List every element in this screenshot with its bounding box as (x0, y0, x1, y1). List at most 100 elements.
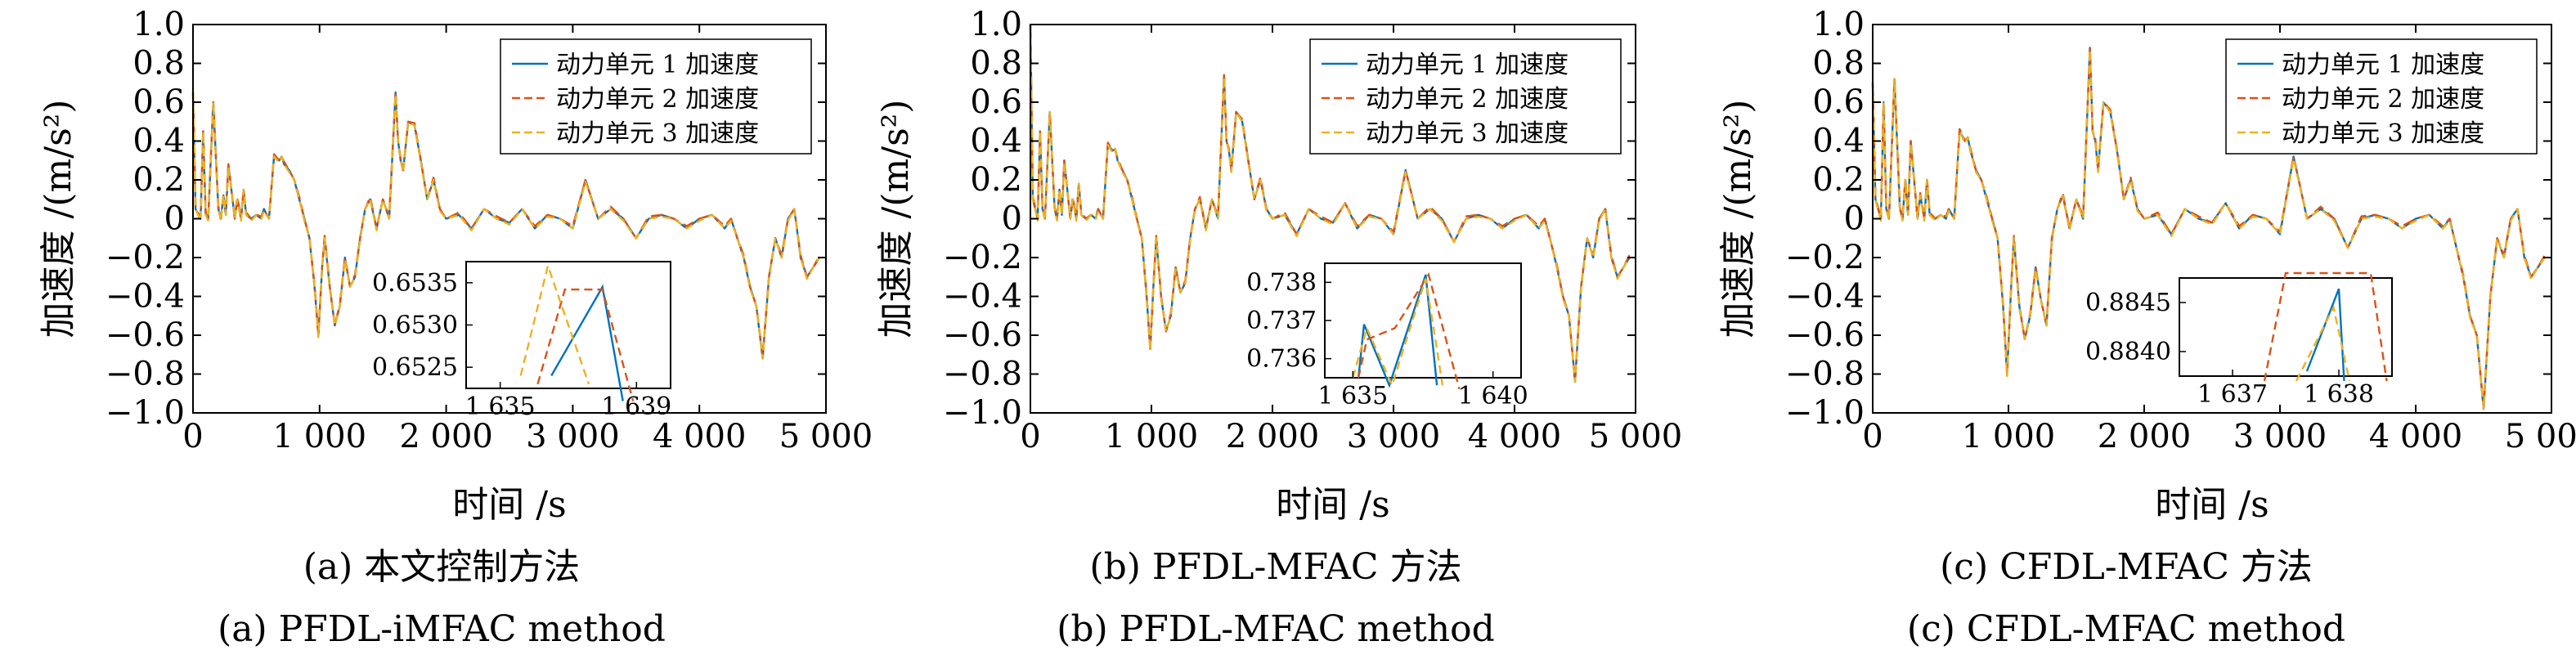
y-tick-label: −0.2 (105, 239, 185, 276)
y-tick-label: −1.0 (943, 394, 1022, 432)
inset-y-tick-label: 0.6530 (372, 312, 458, 340)
caption-chinese: (a) 本文控制方法 (303, 546, 581, 588)
series-line-unit-3 (1029, 24, 1631, 383)
caption-english: (b) PFDL-MFAC method (1057, 608, 1495, 650)
inset-zoom: 1 635 1 639 0.6535 0.6530 0.6525 (372, 261, 671, 421)
legend-box (500, 38, 812, 155)
y-tick-label: 0.4 (970, 123, 1022, 160)
inset-line-unit-3 (2295, 304, 2351, 382)
inset-line-unit-1 (550, 284, 624, 401)
y-tick-label: 0.4 (132, 123, 185, 160)
x-tick-label: 5 000 (1589, 418, 1683, 455)
legend-label-unit-3: 动力单元 3 加速度 (1366, 119, 1568, 148)
y-tick-label: 0.8 (970, 45, 1022, 83)
inset-frame (2179, 277, 2393, 377)
y-axis-label: 加速度 /(m/s²) (38, 100, 79, 338)
caption-english: (a) PFDL-iMFAC method (218, 608, 666, 650)
y-tick-label: −0.8 (943, 356, 1022, 393)
inset-x-tick-label: 1 639 (601, 392, 671, 421)
legend-label-unit-2: 动力单元 2 加速度 (1366, 85, 1568, 114)
inset-y-tick-label: 0.6535 (372, 269, 458, 298)
inset-x-tick-label: 1 635 (465, 392, 536, 421)
y-tick-label: 0.4 (1812, 123, 1865, 160)
x-tick-label: 3 000 (2233, 418, 2327, 455)
legend-label-unit-3: 动力单元 3 加速度 (556, 119, 759, 148)
legend-label-unit-1: 动力单元 1 加速度 (1366, 51, 1568, 79)
caption-english: (c) CFDL-MFAC method (1907, 608, 2345, 650)
x-tick-label: 0 (182, 418, 203, 455)
inset-y-tick-label: 0.8845 (2085, 289, 2171, 317)
x-tick-label: 1 000 (1105, 418, 1199, 455)
legend-label-unit-3: 动力单元 3 加速度 (2282, 119, 2484, 148)
y-tick-label: −0.2 (943, 239, 1022, 276)
x-tick-label: 2 000 (2098, 418, 2192, 455)
inset-line-unit-1 (1357, 274, 1438, 388)
inset-x-tick-label: 1 640 (1458, 382, 1528, 410)
inset-x-tick-label: 1 635 (1317, 382, 1388, 410)
inset-y-tick-label: 0.737 (1246, 307, 1317, 335)
series-line-unit-3 (1871, 48, 2546, 410)
legend-label-unit-2: 动力单元 2 加速度 (556, 85, 759, 114)
caption-chinese: (c) CFDL-MFAC 方法 (1940, 546, 2313, 588)
y-axis-label: 加速度 /(m/s²) (1717, 100, 1759, 338)
inset-line-unit-3 (1352, 278, 1444, 388)
inset-line-unit-3 (519, 262, 590, 385)
y-tick-label: −0.8 (1785, 356, 1865, 393)
y-tick-label: −0.4 (1785, 278, 1865, 316)
caption-chinese: (b) PFDL-MFAC 方法 (1089, 546, 1461, 588)
inset-y-tick-label: 0.738 (1246, 268, 1317, 297)
y-tick-label: 0.2 (1812, 161, 1865, 199)
x-tick-label: 4 000 (2369, 418, 2463, 455)
y-tick-label: 0.6 (132, 83, 185, 121)
y-tick-label: 0 (1844, 200, 1865, 238)
legend-label-unit-1: 动力单元 1 加速度 (2282, 51, 2484, 79)
x-tick-label: 1 000 (273, 418, 367, 455)
y-tick-label: −1.0 (1785, 394, 1865, 432)
x-tick-label: 4 000 (653, 418, 747, 455)
x-tick-label: 0 (1862, 418, 1883, 455)
y-tick-label: −0.4 (943, 278, 1022, 316)
y-tick-label: −1.0 (105, 394, 185, 432)
y-tick-label: 0 (164, 200, 185, 238)
inset-y-tick-label: 0.6525 (372, 353, 458, 382)
y-axis-label: 加速度 /(m/s²) (875, 100, 917, 338)
y-tick-label: 0.2 (970, 161, 1022, 199)
inset-zoom: 1 635 1 640 0.738 0.737 0.736 (1246, 262, 1528, 410)
series-line-unit-2 (191, 91, 821, 357)
inset-line-unit-2 (1357, 272, 1461, 390)
inset-zoom: 1 637 1 638 0.8845 0.8840 (2085, 271, 2393, 409)
x-axis-label: 时间 /s (1276, 484, 1389, 526)
y-tick-label: −0.6 (105, 316, 185, 354)
inset-x-tick-label: 1 638 (2304, 380, 2374, 409)
x-tick-label: 1 000 (1962, 418, 2056, 455)
y-tick-label: 0.6 (1812, 83, 1865, 121)
y-tick-label: 0.6 (970, 83, 1022, 121)
y-tick-label: −0.6 (943, 316, 1022, 354)
inset-y-tick-label: 0.736 (1246, 345, 1317, 374)
inset-line-unit-1 (2305, 288, 2345, 382)
inset-x-tick-label: 1 637 (2197, 380, 2268, 409)
y-tick-label: 0.2 (132, 161, 185, 199)
x-tick-label: 0 (1020, 418, 1040, 455)
x-tick-label: 3 000 (526, 418, 620, 455)
y-tick-label: 1.0 (132, 6, 185, 43)
x-tick-label: 3 000 (1347, 418, 1441, 455)
legend-box (1309, 38, 1622, 155)
y-tick-label: −0.4 (105, 278, 185, 316)
x-axis-label: 时间 /s (2155, 484, 2269, 526)
inset-line-unit-2 (2263, 271, 2388, 382)
x-tick-label: 5 000 (779, 418, 873, 455)
y-tick-label: −0.8 (105, 356, 185, 393)
y-tick-label: 0.8 (1812, 45, 1865, 83)
y-tick-label: 1.0 (1812, 6, 1865, 43)
legend-label-unit-1: 动力单元 1 加速度 (556, 51, 759, 79)
legend-label-unit-2: 动力单元 2 加速度 (2282, 85, 2484, 114)
y-tick-label: −0.6 (1785, 316, 1865, 354)
